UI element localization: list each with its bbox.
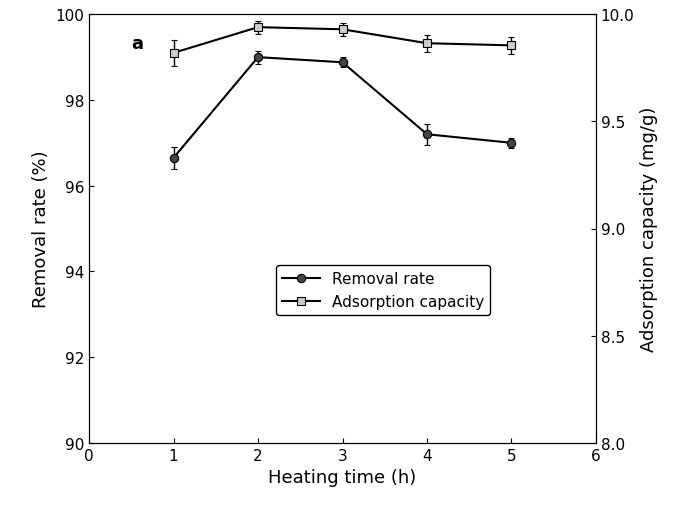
X-axis label: Heating time (h): Heating time (h) [269, 468, 416, 486]
Legend: Removal rate, Adsorption capacity: Removal rate, Adsorption capacity [275, 266, 490, 316]
Y-axis label: Adsorption capacity (mg/g): Adsorption capacity (mg/g) [640, 106, 658, 352]
Y-axis label: Removal rate (%): Removal rate (%) [32, 150, 50, 308]
Text: a: a [132, 35, 143, 52]
